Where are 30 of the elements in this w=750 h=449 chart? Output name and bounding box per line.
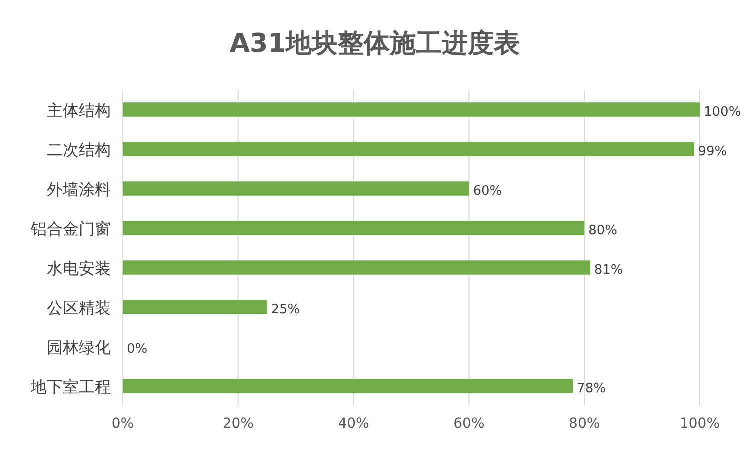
y-tick-label: 外墙涂料 — [47, 180, 111, 199]
y-tick-label: 公区精装 — [47, 298, 111, 318]
x-tick-label: 60% — [454, 416, 485, 432]
chart-title: A31地块整体施工进度表 — [230, 29, 520, 59]
bar — [123, 142, 694, 156]
bar — [123, 182, 470, 196]
x-tick-label: 100% — [680, 416, 720, 432]
data-label: 80% — [588, 223, 618, 238]
data-label: 81% — [594, 262, 624, 278]
x-tick-label: 80% — [569, 416, 600, 432]
y-tick-label: 园林绿化 — [47, 338, 111, 357]
bar — [123, 260, 590, 275]
y-tick-label: 水电安装 — [47, 258, 111, 278]
bar — [123, 379, 574, 394]
y-tick-label: 铝合金门窗 — [30, 219, 111, 238]
y-tick-label: 地下室工程 — [30, 377, 111, 396]
bar — [123, 221, 585, 236]
y-tick-label: 主体结构 — [47, 100, 111, 120]
data-label: 60% — [473, 184, 502, 199]
data-label: 100% — [704, 104, 742, 120]
data-label: 0% — [127, 342, 148, 357]
bar — [123, 300, 268, 314]
x-tick-label: 40% — [338, 416, 370, 432]
x-tick-label: 20% — [222, 416, 254, 432]
data-label: 99% — [698, 144, 728, 160]
data-label: 78% — [577, 381, 606, 396]
data-label: 25% — [271, 302, 300, 318]
x-tick-label: 0% — [112, 416, 134, 432]
y-tick-label: 二次结构 — [47, 140, 111, 160]
bar — [123, 102, 700, 117]
